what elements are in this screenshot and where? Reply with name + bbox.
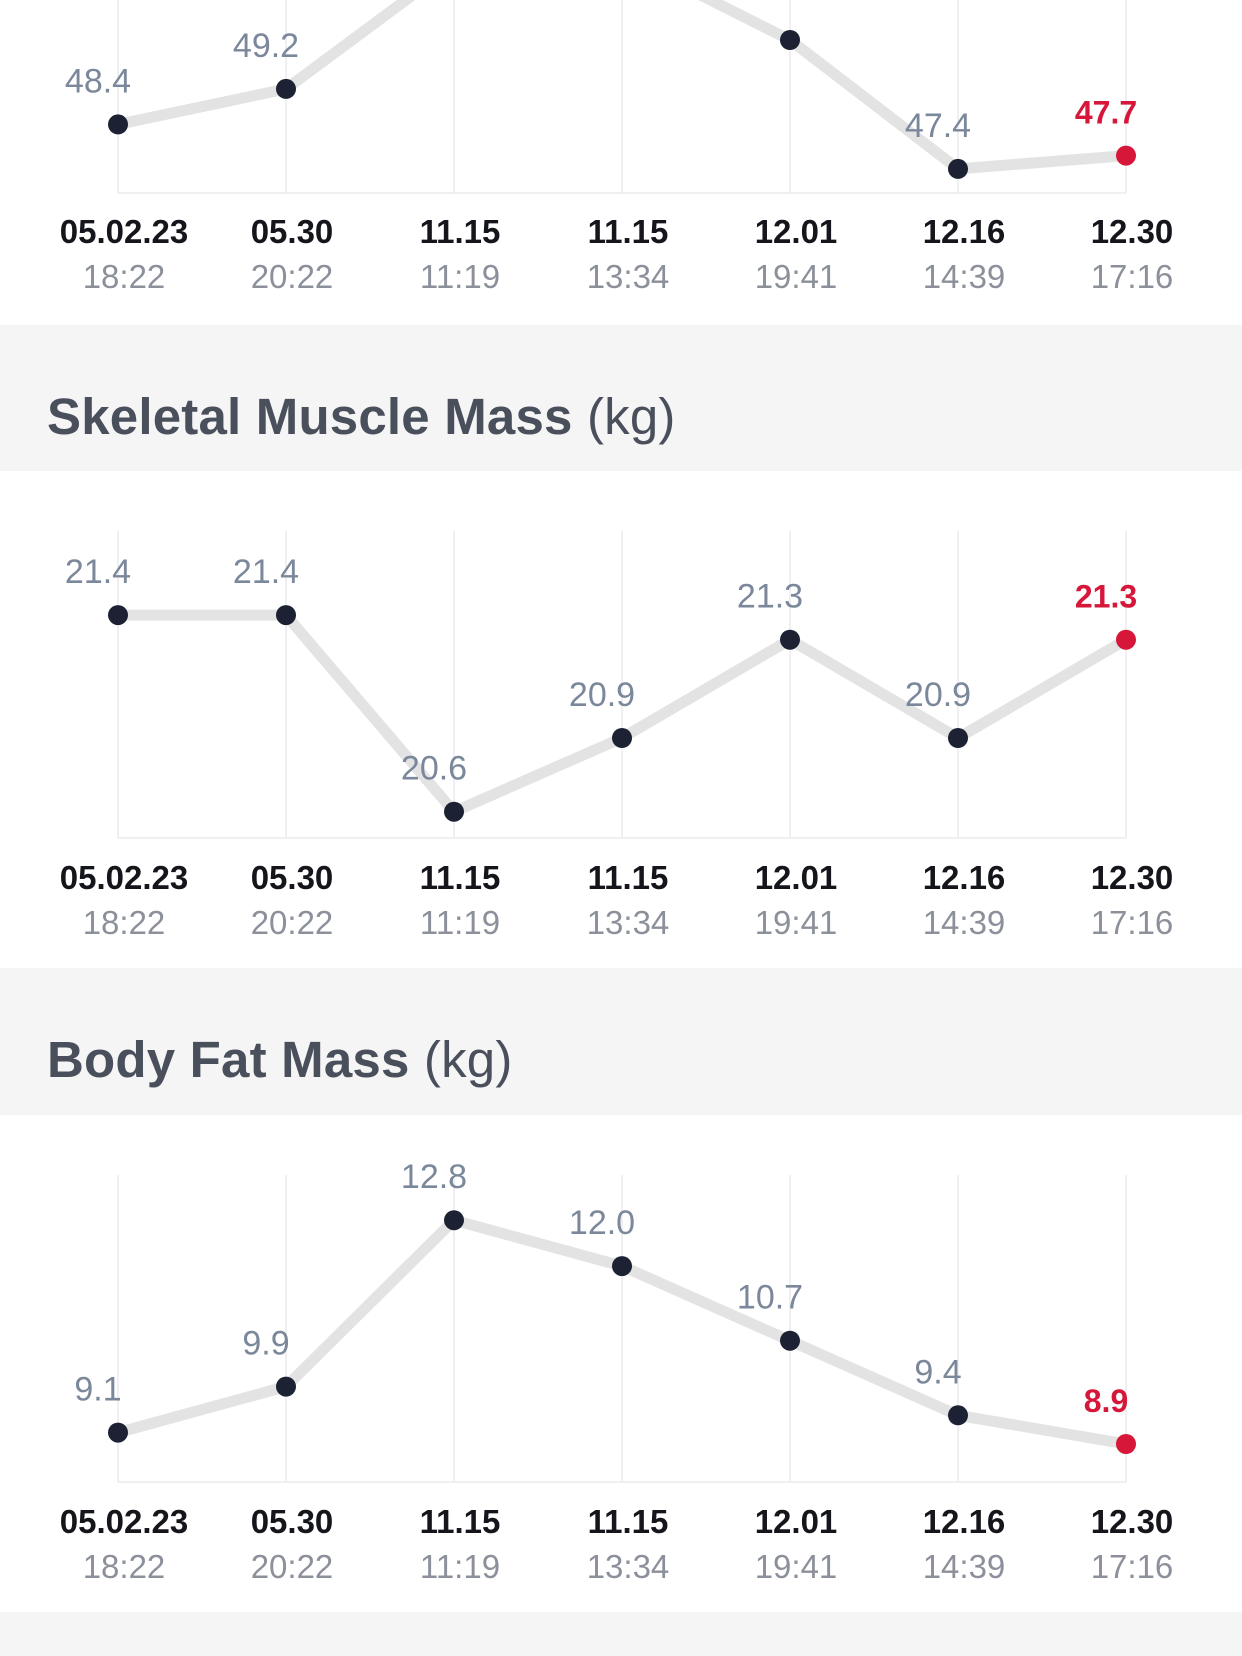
smm-value-label: 20.9 (905, 676, 971, 714)
weight-tick-time: 20:22 (251, 258, 334, 295)
bfm-tick-date: 05.02.23 (60, 1503, 188, 1540)
smm-tick-time: 14:39 (923, 904, 1006, 941)
weight-data-point[interactable] (780, 30, 800, 50)
smm-tick-date: 11.15 (588, 859, 669, 896)
bfm-tick-time: 13:34 (587, 1548, 670, 1585)
bfm-section-header: Body Fat Mass (kg) (0, 968, 1242, 1114)
bfm-chart: 9.1 9.9 12.8 12.0 10.7 9.4 8.9 05.02.23 18:22 05.… (60, 1158, 1174, 1585)
bfm-value-label: 8.9 (1084, 1383, 1128, 1419)
smm-tick-time: 13:34 (587, 904, 670, 941)
smm-tick-time: 19:41 (755, 904, 838, 941)
smm-data-point[interactable] (948, 728, 968, 748)
smm-value-label: 21.4 (233, 553, 299, 591)
weight-data-point[interactable] (1116, 145, 1136, 166)
bfm-tick-time: 19:41 (755, 1548, 838, 1585)
weight-tick-date: 12.01 (755, 213, 838, 250)
smm-tick-time: 20:22 (251, 904, 334, 941)
bfm-value-label: 9.4 (914, 1353, 961, 1391)
smm-value-label: 20.9 (569, 676, 635, 714)
smm-data-point[interactable] (612, 728, 632, 748)
weight-tick-time: 18:22 (83, 258, 166, 295)
bfm-tick-date: 12.16 (923, 1503, 1006, 1540)
bfm-data-point[interactable] (1116, 1434, 1136, 1454)
bfm-tick-date: 11.15 (588, 1503, 669, 1540)
weight-tick-time: 13:34 (587, 258, 670, 295)
bfm-tick-date: 11.15 (420, 1503, 501, 1540)
weight-data-point[interactable] (276, 78, 296, 99)
bfm-tick-date: 12.30 (1091, 1503, 1174, 1540)
weight-tick-time: 19:41 (755, 258, 838, 295)
smm-section-title: Skeletal Muscle Mass (kg) (47, 387, 676, 446)
bfm-value-label: 12.8 (401, 1158, 467, 1196)
bfm-tick-time: 18:22 (83, 1548, 166, 1585)
smm-value-label: 21.3 (737, 578, 803, 616)
bfm-tick-time: 17:16 (1091, 1548, 1174, 1585)
weight-chart: 48.4 49.2 47.4 47.7 05.02.23 18:22 05.30 20:22 1… (60, 0, 1174, 295)
smm-tick-time: 11:19 (420, 904, 500, 941)
bfm-section-title: Body Fat Mass (kg) (47, 1030, 513, 1089)
bfm-chart-card: 9.1 9.9 12.8 12.0 10.7 9.4 8.9 05.02.23 18:22 05.… (0, 1115, 1242, 1612)
bfm-tick-date: 12.01 (755, 1503, 838, 1540)
bfm-value-label: 10.7 (737, 1279, 803, 1317)
weight-data-point[interactable] (108, 114, 128, 135)
smm-chart: 21.4 21.4 20.6 20.9 21.3 20.9 21.3 05.02.23 18:2… (60, 531, 1174, 941)
bfm-data-point[interactable] (108, 1422, 128, 1443)
smm-unit: (kg) (586, 388, 676, 445)
bfm-data-point[interactable] (444, 1210, 464, 1231)
bfm-tick-time: 11:19 (420, 1548, 500, 1585)
bfm-unit: (kg) (423, 1031, 513, 1088)
weight-tick-date: 05.02.23 (60, 213, 188, 250)
bfm-tick-time: 14:39 (923, 1548, 1006, 1585)
weight-value-label: 47.7 (1075, 95, 1137, 131)
smm-chart-card: 21.4 21.4 20.6 20.9 21.3 20.9 21.3 05.02.23 18:2… (0, 471, 1242, 968)
smm-tick-date: 12.30 (1091, 859, 1174, 896)
weight-tick-date: 12.30 (1091, 213, 1174, 250)
weight-chart-card: 48.4 49.2 47.4 47.7 05.02.23 18:22 05.30 20:22 1… (0, 0, 1242, 325)
smm-value-label: 20.6 (401, 750, 467, 788)
bfm-data-point[interactable] (948, 1405, 968, 1426)
weight-tick-time: 17:16 (1091, 258, 1174, 295)
weight-tick-date: 12.16 (923, 213, 1006, 250)
bfm-data-point[interactable] (780, 1330, 800, 1351)
weight-value-label: 49.2 (233, 27, 299, 65)
bottom-spacer (0, 1612, 1242, 1656)
weight-tick-date: 11.15 (420, 213, 501, 250)
weight-tick-time: 14:39 (923, 258, 1006, 295)
bfm-data-point[interactable] (276, 1376, 296, 1397)
smm-data-point[interactable] (444, 801, 464, 822)
smm-tick-date: 12.01 (755, 859, 838, 896)
smm-tick-date: 05.30 (251, 859, 334, 896)
weight-value-label: 47.4 (905, 107, 971, 145)
smm-value-label: 21.3 (1075, 579, 1137, 615)
smm-value-label: 21.4 (65, 553, 131, 591)
smm-data-point[interactable] (276, 605, 296, 626)
smm-tick-date: 11.15 (420, 859, 501, 896)
weight-tick-time: 11:19 (420, 258, 500, 295)
weight-tick-date: 11.15 (588, 213, 669, 250)
smm-tick-time: 18:22 (83, 904, 166, 941)
weight-data-point[interactable] (948, 158, 968, 179)
smm-section-header: Skeletal Muscle Mass (kg) (0, 325, 1242, 471)
smm-data-point[interactable] (108, 605, 128, 626)
bfm-value-label: 12.0 (569, 1204, 635, 1242)
bfm-tick-time: 20:22 (251, 1548, 334, 1585)
smm-data-point[interactable] (780, 629, 800, 650)
smm-data-point[interactable] (1116, 629, 1136, 650)
smm-tick-date: 05.02.23 (60, 859, 188, 896)
bfm-tick-date: 05.30 (251, 1503, 334, 1540)
smm-tick-time: 17:16 (1091, 904, 1174, 941)
bfm-title-text: Body Fat Mass (47, 1031, 410, 1088)
bfm-data-point[interactable] (612, 1256, 632, 1277)
bfm-value-label: 9.9 (242, 1325, 289, 1363)
smm-title-text: Skeletal Muscle Mass (47, 388, 573, 445)
weight-value-label: 48.4 (65, 62, 131, 100)
smm-tick-date: 12.16 (923, 859, 1006, 896)
bfm-value-label: 9.1 (74, 1371, 121, 1409)
weight-tick-date: 05.30 (251, 213, 334, 250)
